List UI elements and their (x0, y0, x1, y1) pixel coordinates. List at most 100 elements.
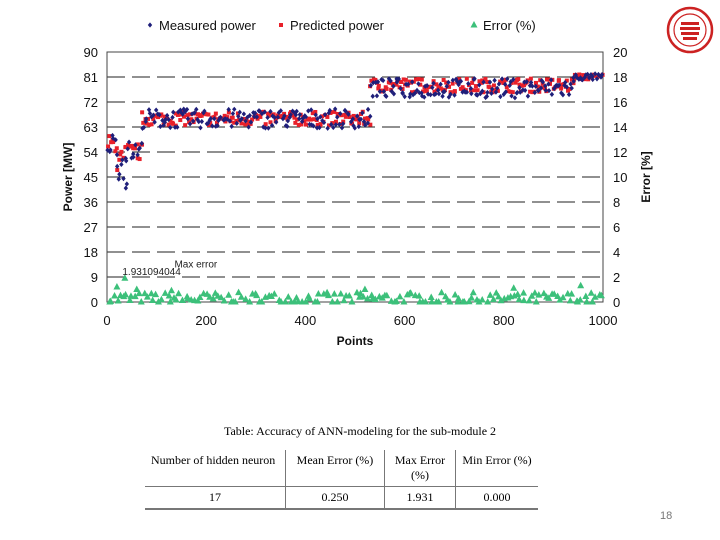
predicted-power-point (401, 77, 406, 82)
measured-power-point (139, 140, 145, 146)
measured-power-point (236, 113, 241, 120)
predicted-power-point (369, 78, 374, 83)
measured-power-point (227, 118, 233, 124)
measured-power-point (498, 94, 503, 100)
measured-power-point (571, 78, 576, 84)
predicted-power-point (124, 144, 129, 149)
measured-power-point (332, 106, 338, 112)
chart-points (105, 71, 605, 305)
error-point (330, 290, 338, 297)
predicted-power-point (131, 144, 136, 149)
measured-power-point (234, 120, 239, 126)
measured-power-point (560, 92, 566, 98)
measured-power-point (218, 114, 223, 121)
measured-power-point (307, 121, 312, 127)
predicted-power-point (140, 110, 145, 115)
measured-power-point (410, 79, 415, 85)
error-point (550, 290, 558, 297)
measured-power-point (285, 118, 291, 124)
predicted-power-point (399, 80, 404, 85)
predicted-power-point (310, 111, 315, 116)
predicted-power-point (234, 118, 239, 123)
error-point (361, 285, 369, 292)
predicted-power-point (302, 119, 307, 124)
measured-power-point (475, 92, 480, 98)
predicted-power-point (436, 84, 441, 89)
predicted-power-point (185, 113, 190, 118)
predicted-power-point (376, 83, 381, 88)
error-point (470, 21, 478, 28)
predicted-power-point (232, 120, 237, 125)
measured-power-point (566, 91, 572, 98)
error-point (175, 289, 183, 297)
error-point (514, 290, 522, 298)
predicted-power-point (206, 112, 211, 117)
measured-power-point (114, 152, 120, 158)
error-point (368, 291, 376, 298)
x-tick-label: 1000 (589, 313, 618, 328)
predicted-power-point (156, 115, 161, 120)
measured-power-point (196, 119, 201, 125)
measured-power-point (315, 116, 320, 122)
error-point (495, 292, 503, 300)
measured-power-point (184, 106, 190, 113)
measured-power-point (168, 124, 173, 131)
predicted-power-point (141, 120, 146, 125)
measured-power-point (464, 89, 470, 95)
chart-grid (106, 51, 604, 303)
measured-power-point (232, 106, 237, 112)
measured-power-point (571, 75, 576, 81)
predicted-power-point (441, 77, 446, 82)
y-tick-label: 36 (84, 195, 98, 210)
error-point (583, 298, 591, 305)
x-tick-label: 400 (295, 313, 317, 328)
cell-mean-error: 0.250 (285, 486, 385, 509)
measured-power-point (210, 123, 215, 129)
error-point (242, 295, 250, 302)
x-tick-label: 800 (493, 313, 515, 328)
chart-legend: Measured power Predicted power Error (%) (147, 18, 536, 33)
measured-power-point (524, 79, 529, 85)
error-point (540, 289, 548, 297)
measured-power-point (444, 83, 449, 89)
max-error-value-label: 1.931094044 (122, 267, 181, 278)
predicted-power-point (114, 146, 119, 151)
error-point (435, 298, 443, 305)
measured-power-point (599, 71, 605, 78)
error-point (478, 295, 486, 303)
measured-power-point (237, 109, 242, 115)
measured-power-point (230, 110, 236, 117)
error-point (111, 292, 119, 299)
predicted-power-point (470, 80, 475, 85)
predicted-power-point (119, 149, 124, 154)
measured-power-point (278, 108, 283, 114)
predicted-power-point (153, 113, 158, 118)
error-point (126, 296, 134, 303)
predicted-power-point (106, 144, 111, 149)
y2-tick-label: 0 (613, 295, 620, 310)
measured-power-point (215, 122, 220, 129)
measured-power-point (222, 116, 228, 122)
measured-power-point (266, 125, 271, 131)
predicted-power-point (117, 157, 122, 162)
error-point (178, 296, 186, 304)
measured-power-point (469, 90, 474, 97)
measured-power-point (578, 75, 583, 81)
measured-power-point (147, 110, 153, 116)
measured-power-point (592, 71, 598, 77)
predicted-power-point (546, 77, 551, 82)
plot-frame (106, 51, 604, 303)
measured-power-point (322, 112, 328, 118)
measured-power-point (487, 79, 493, 85)
measured-power-point (520, 87, 526, 93)
error-point (333, 298, 341, 305)
page-number: 18 (660, 510, 673, 522)
legend-label: Error (%) (483, 18, 536, 33)
predicted-power-point (508, 89, 513, 94)
predicted-power-point (463, 88, 468, 93)
error-point (305, 294, 313, 302)
predicted-power-point (336, 112, 341, 117)
predicted-power-point (199, 113, 204, 118)
predicted-power-point (450, 81, 455, 86)
predicted-power-point (351, 113, 356, 118)
